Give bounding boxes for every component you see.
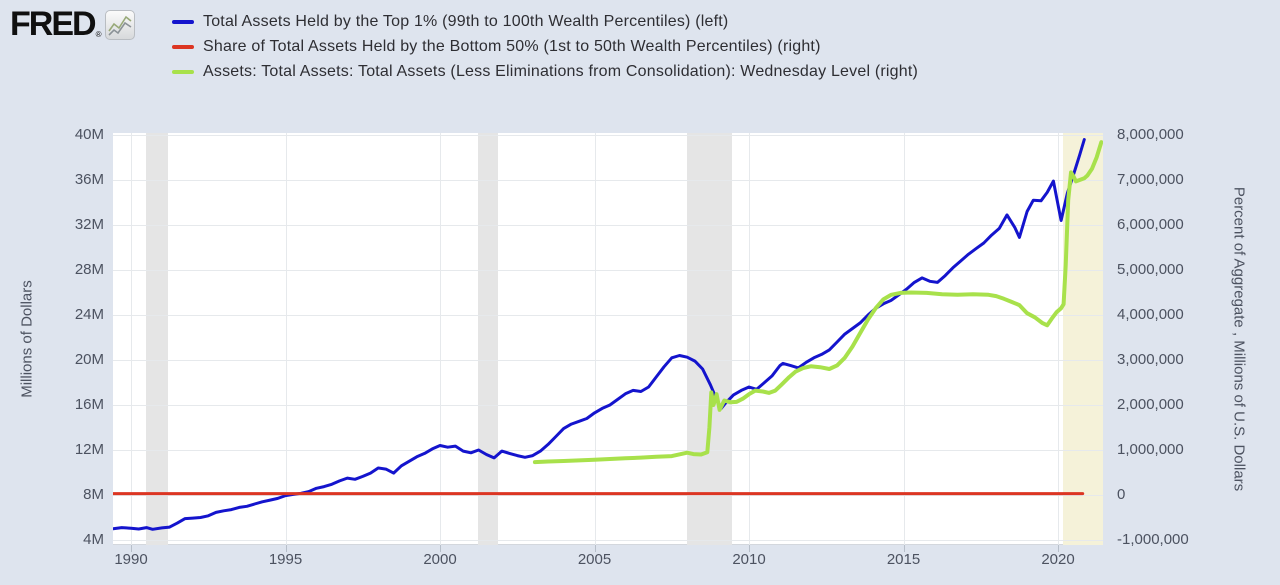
recession-band [146,133,169,545]
recession-band [686,133,732,545]
v-gridline [440,133,441,545]
y-tick-label-left: 28M [74,261,104,278]
chart-svg [113,138,1103,531]
y-tick-label-right: 3,000,000 [1117,351,1184,368]
legend-swatch-icon [172,70,194,74]
x-tick-label: 2000 [423,551,457,568]
x-tick-mark [1058,545,1059,552]
v-gridline [285,133,287,545]
h-gridline [113,450,1103,451]
h-gridline [113,180,1103,181]
x-tick-mark [749,545,750,552]
h-gridline [113,540,1103,541]
x-tick-label: 2010 [732,551,766,568]
v-gridline [594,133,596,545]
legend-swatch-icon [172,45,194,49]
y-tick-label-right: -1,000,000 [1117,531,1189,548]
x-tick-mark [285,545,287,552]
y-tick-label-right: 7,000,000 [1117,171,1184,188]
y-tick-label-left: 24M [74,306,104,323]
plot-area[interactable] [113,133,1104,545]
legend-label: Total Assets Held by the Top 1% (99th to… [203,13,729,30]
legend-row-2: Assets: Total Assets: Total Assets (Less… [172,59,1132,84]
y-tick-label-left: 12M [74,441,104,458]
fred-logo[interactable]: FRED ® [10,5,136,43]
recession-band [478,133,499,545]
legend-swatch-icon [172,20,194,24]
fred-logo-registered-mark: ® [95,30,102,39]
legend-label: Assets: Total Assets: Total Assets (Less… [203,63,919,80]
x-tick-label: 1995 [268,551,303,568]
series-line-fed-total-assets [532,140,1103,465]
x-tick-label: 2015 [886,551,921,568]
y-tick-label-right: 8,000,000 [1117,126,1184,143]
y-tick-label-right: 4,000,000 [1117,306,1184,323]
y-tick-label-right: 6,000,000 [1117,216,1184,233]
x-tick-label: 1990 [114,551,148,568]
x-tick-mark [440,545,441,552]
legend-label: Share of Total Assets Held by the Bottom… [203,38,821,55]
y-tick-label-left: 8M [83,486,104,503]
y-axis-left-title: Millions of Dollars [18,280,36,398]
y-tick-label-right: 2,000,000 [1117,396,1184,413]
h-gridline [113,360,1103,361]
series-line-top1-assets [113,138,1086,531]
y-tick-label-left: 20M [74,351,104,368]
x-tick-mark [594,545,596,552]
header: FRED ® Total Assets Held by the Top 1% (… [0,0,1280,112]
x-tick-mark [131,545,132,552]
y-tick-label-left: 4M [83,531,104,548]
legend: Total Assets Held by the Top 1% (99th to… [172,9,1132,84]
h-gridline [113,315,1103,316]
y-tick-label-right: 5,000,000 [1117,261,1184,278]
legend-row-1: Share of Total Assets Held by the Bottom… [172,34,1132,59]
h-gridline [113,495,1103,496]
h-gridline [113,135,1103,136]
y-tick-label-left: 16M [74,396,104,413]
y-tick-label-left: 32M [74,216,104,233]
fred-logo-chart-icon [105,10,136,40]
v-gridline [749,133,750,545]
h-gridline [113,270,1103,271]
y-tick-label-left: 40M [74,126,104,143]
y-tick-label-right: 0 [1117,486,1126,503]
v-gridline [1058,133,1059,545]
v-gridline [131,133,132,545]
legend-row-0: Total Assets Held by the Top 1% (99th to… [172,9,1132,34]
x-tick-label: 2005 [577,551,612,568]
y-tick-label-right: 1,000,000 [1117,441,1184,458]
y-axis-right-title: Percent of Aggregate , Millions of U.S. … [1230,186,1248,492]
x-tick-label: 2020 [1041,551,1075,568]
x-tick-mark [903,545,905,552]
v-gridline [903,133,905,545]
h-gridline [113,225,1103,226]
y-tick-label-left: 36M [74,171,104,188]
fred-logo-text: FRED [10,5,97,43]
